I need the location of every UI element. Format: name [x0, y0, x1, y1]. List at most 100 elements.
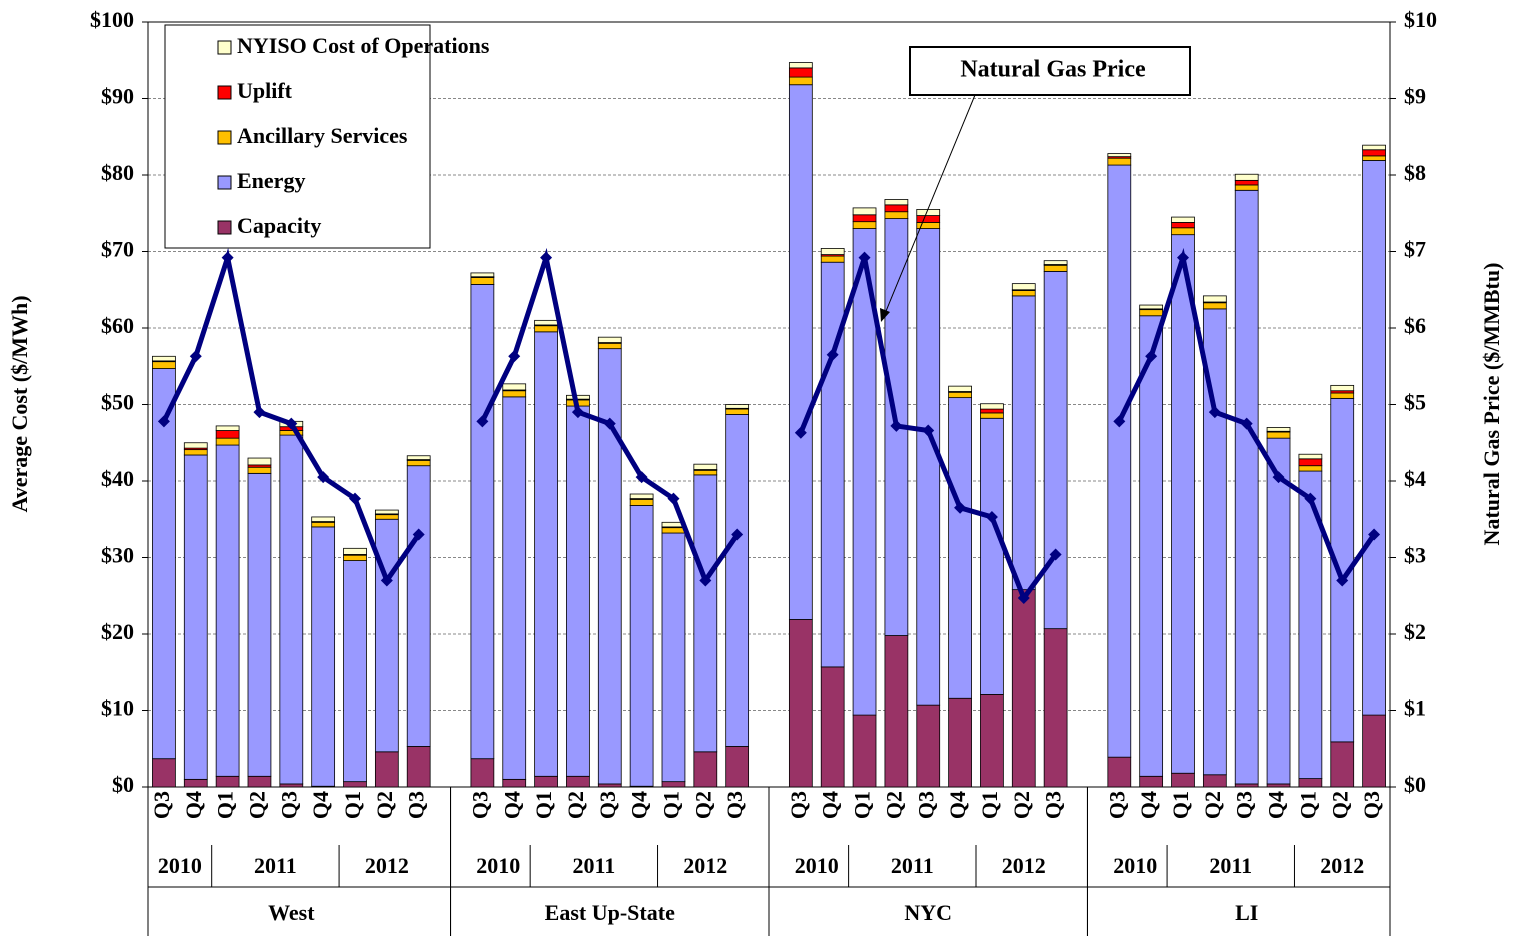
- bar-segment: [534, 331, 558, 777]
- bar-segment: [820, 255, 845, 263]
- year-label: 2011: [572, 853, 615, 878]
- x-tick-label: Q4: [308, 791, 333, 819]
- gas-marker: [1208, 406, 1221, 419]
- bar-segment: [1139, 775, 1164, 788]
- group-label: East Up-State: [545, 900, 675, 925]
- bar-segment: [1266, 437, 1291, 785]
- bar-segment: [597, 348, 622, 785]
- bar-segment: [215, 444, 240, 777]
- bar-segment: [502, 383, 527, 391]
- x-tick-label: Q2: [1327, 791, 1352, 819]
- bar-segment: [1362, 155, 1386, 161]
- bar-segment: [948, 397, 972, 699]
- gas-marker: [635, 471, 648, 484]
- bar-segment: [1107, 157, 1132, 166]
- bar-segment: [343, 560, 367, 783]
- year-label: 2011: [254, 853, 297, 878]
- bar-segment: [1266, 783, 1291, 788]
- bar-segment: [788, 62, 813, 69]
- gas-marker: [380, 574, 393, 587]
- y2-tick-label: $9: [1404, 84, 1426, 109]
- gas-marker: [1336, 574, 1349, 587]
- x-tick-label: Q4: [627, 791, 652, 819]
- x-tick-label: Q1: [977, 791, 1002, 819]
- bar-segment: [884, 635, 909, 788]
- y2-tick-label: $1: [1404, 696, 1426, 721]
- bar-segment: [852, 221, 877, 229]
- gas-marker: [349, 492, 361, 505]
- gas-marker: [571, 406, 584, 419]
- group-label: NYC: [904, 900, 952, 925]
- bar-segment: [916, 215, 941, 223]
- bar-segment: [948, 385, 972, 392]
- bar-segment: [1171, 234, 1195, 774]
- bar-segment: [948, 697, 972, 788]
- bar-segment: [374, 509, 399, 515]
- gas-marker: [890, 419, 903, 432]
- bar-segment: [597, 342, 622, 350]
- bar-segment: [311, 516, 336, 522]
- gas-marker: [189, 350, 202, 363]
- bar-segment: [343, 554, 367, 561]
- x-tick-label: Q2: [245, 791, 270, 819]
- bar-segment: [916, 704, 941, 788]
- x-tick-label: Q1: [213, 791, 238, 819]
- bar-segment: [215, 775, 240, 788]
- legend-swatch: [217, 175, 232, 190]
- year-label: 2010: [795, 853, 839, 878]
- bar-segment: [1202, 774, 1227, 788]
- bar-segment: [693, 463, 718, 470]
- gas-marker: [858, 251, 871, 264]
- bar-segment: [566, 394, 590, 400]
- y-tick-label: $70: [101, 237, 134, 262]
- gas-marker: [540, 251, 553, 264]
- bar-segment: [1330, 741, 1355, 788]
- bar-segment: [1234, 179, 1259, 186]
- bar-segment: [247, 466, 272, 474]
- x-tick-label: Q1: [659, 791, 684, 819]
- bar-segment: [470, 283, 495, 760]
- gas-marker: [157, 415, 170, 428]
- bar-segment: [1234, 173, 1259, 181]
- bar-segment: [693, 469, 718, 476]
- bar-segment: [470, 758, 495, 788]
- bar-segment: [1107, 164, 1132, 758]
- y2-axis-title: Natural Gas Price ($/MMBtu): [1479, 263, 1504, 546]
- legend-label: Capacity: [237, 213, 321, 238]
- gas-marker: [285, 417, 298, 430]
- bar-segment: [502, 778, 527, 788]
- bar-segment: [980, 403, 1004, 410]
- bar-segment: [1298, 778, 1323, 788]
- bar-segment: [1043, 260, 1068, 265]
- bar-segment: [183, 454, 208, 780]
- gas-marker: [699, 574, 712, 587]
- bar-segment: [374, 514, 399, 520]
- x-tick-label: Q4: [499, 791, 524, 819]
- bar-segment: [566, 405, 590, 777]
- y-tick-label: $80: [101, 160, 134, 185]
- gas-marker: [731, 528, 744, 541]
- year-label: 2012: [365, 853, 409, 878]
- bar-segment: [980, 412, 1004, 419]
- y-tick-label: $0: [112, 772, 134, 797]
- bar-segment: [661, 781, 686, 788]
- gas-marker: [1017, 592, 1030, 605]
- bar-segment: [1043, 264, 1068, 272]
- bar-segment: [820, 666, 845, 788]
- x-tick-label: Q3: [595, 791, 620, 819]
- bar-segment: [311, 526, 336, 787]
- bar-segment: [215, 425, 240, 431]
- bar-segment: [311, 521, 336, 528]
- bar-segment: [693, 474, 718, 753]
- bar-segment: [980, 408, 1004, 414]
- gas-marker: [317, 471, 330, 484]
- bar-segment: [406, 465, 431, 747]
- bar-segment: [661, 532, 686, 783]
- x-tick-label: Q2: [881, 791, 906, 819]
- y2-tick-label: $8: [1404, 160, 1426, 185]
- bar-segment: [788, 76, 813, 86]
- bar-segment: [1107, 756, 1132, 788]
- x-tick-label: Q1: [340, 791, 365, 819]
- bar-segment: [1043, 628, 1068, 788]
- x-tick-label: Q2: [372, 791, 397, 819]
